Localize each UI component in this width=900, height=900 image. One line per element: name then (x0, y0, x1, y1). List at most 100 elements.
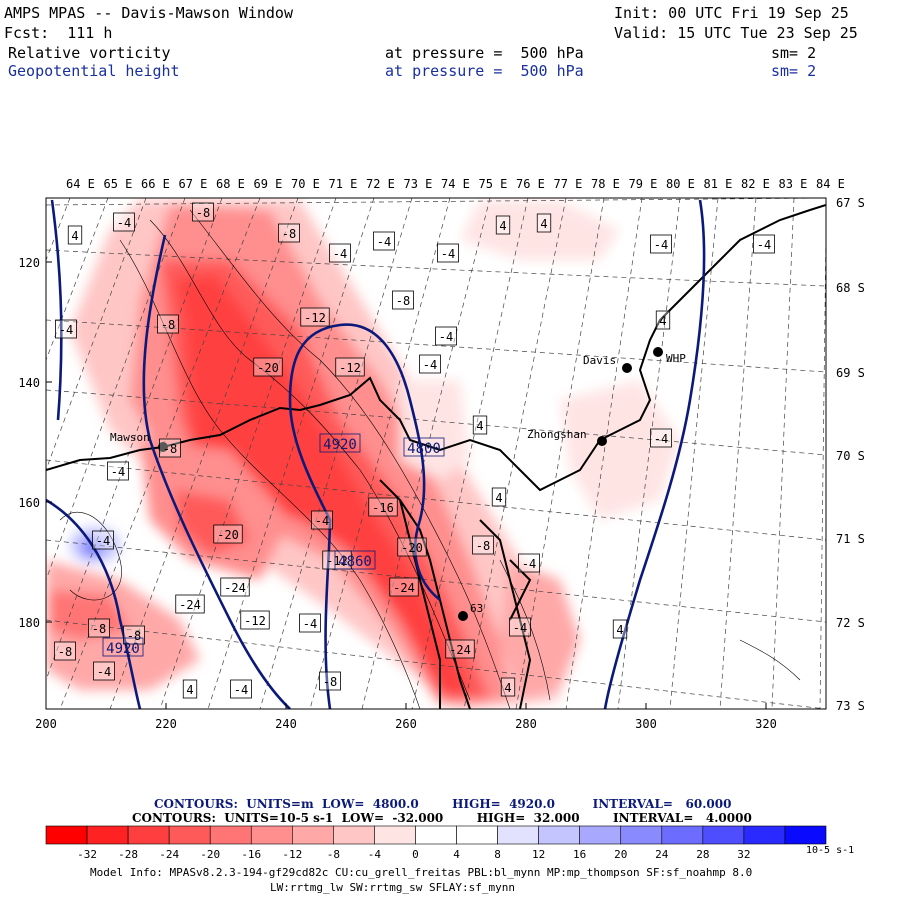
vorticity-contour-label: -8 (196, 206, 210, 220)
vorticity-label-box (192, 202, 214, 222)
vorticity-label-box (93, 661, 115, 681)
vorticity-label-box (509, 617, 531, 637)
vorticity-contour-label: 4 (499, 219, 506, 233)
field1-name: Relative vorticity (8, 44, 171, 62)
longitude-label: 84 E (816, 177, 845, 191)
vorticity-label-box (67, 225, 83, 245)
x-axis-tick-label: 240 (275, 717, 297, 731)
x-axis-tick-label: 300 (635, 717, 657, 731)
y-axis-tick-label: 120 (18, 256, 40, 270)
vorticity-label-box (419, 354, 441, 374)
height-contour-label: 4920 (106, 641, 140, 657)
model-info-line1: Model Info: MPASv8.2.3-194-gf29cd82c CU:… (90, 866, 753, 879)
station-marker (653, 347, 663, 357)
vorticity-label-box (650, 234, 672, 254)
vorticity-label-box (491, 487, 507, 507)
longitude-label: 77 E (554, 177, 583, 191)
height-contour (603, 199, 706, 709)
longitude-label: 72 E (366, 177, 395, 191)
colorbar-swatch (661, 825, 704, 845)
vorticity-label-box (437, 243, 459, 263)
vorticity-label-box (612, 619, 628, 639)
vorticity-label-box (435, 326, 457, 346)
latitude-label: 73 S (836, 699, 865, 713)
colorbar-swatch (702, 825, 745, 845)
colorbar-tick-label: 8 (494, 848, 501, 861)
colorbar-tick-label: 24 (655, 848, 669, 861)
x-axis-tick-label: 320 (755, 717, 777, 731)
vorticity-contour-label: -20 (401, 541, 423, 555)
vorticity-label-box (397, 537, 427, 557)
colorbar-swatch (86, 825, 129, 845)
vorticity-label-box (500, 677, 516, 697)
vorticity-contour-label: -4 (96, 534, 110, 548)
vorticity-contour-label: -8 (476, 539, 490, 553)
vorticity-shading (46, 200, 826, 709)
vorticity-contour-label: 4 (659, 314, 666, 328)
vorticity-label-box (55, 319, 77, 339)
colorbar-swatch (250, 825, 293, 845)
vorticity-contour-label: -4 (441, 247, 455, 261)
vorticity-label-box (88, 618, 110, 638)
longitude-label: 65 E (104, 177, 133, 191)
vorticity-contour-label: -24 (449, 643, 471, 657)
colorbar-swatch (168, 825, 211, 845)
vorticity-contour-label: -12 (339, 361, 361, 375)
station-marker (597, 436, 607, 446)
station-label: Mawson (110, 431, 150, 444)
colorbar-swatch (333, 825, 375, 845)
vorticity-label-box (311, 510, 333, 530)
vorticity-label-box (159, 438, 181, 458)
colorbar-tick-label: -8 (327, 848, 340, 861)
height-label-box (102, 637, 144, 657)
vorticity-contour-label: 4 (540, 217, 547, 231)
y-axis-tick-label: 180 (18, 616, 40, 630)
vorticity-contour-label: -8 (163, 442, 177, 456)
vorticity-contour-label: -4 (654, 238, 668, 252)
vorticity-label-box (329, 243, 351, 263)
colorbar-swatch (620, 825, 663, 845)
colorbar-swatch (743, 825, 786, 845)
station-marker (158, 442, 168, 452)
init-time: Init: 00 UTC Fri 19 Sep 25 (614, 4, 849, 22)
vorticity-label-box (373, 231, 395, 251)
vorticity-label-box (536, 213, 552, 233)
colorbar-tick-label: -32 (77, 848, 97, 861)
vorticity-label-box (182, 679, 198, 699)
vorticity-contour-label: -4 (377, 235, 391, 249)
vorticity-contour-label: -4 (303, 617, 317, 631)
vorticity-contour-label: 4 (71, 229, 78, 243)
colorbar-tick-label: -12 (282, 848, 302, 861)
colorbar-tick-label: -16 (241, 848, 261, 861)
vorticity-label-box (230, 679, 252, 699)
vorticity-label-box (278, 223, 300, 243)
height-contours (46, 199, 706, 709)
vorticity-contour-label: -4 (97, 665, 111, 679)
vorticity-contour-label: 4 (504, 681, 511, 695)
y-axis-tick-label: 160 (18, 496, 40, 510)
latitude-label: 71 S (836, 532, 865, 546)
vorticity-contour-label: -4 (439, 330, 453, 344)
station-marker (622, 363, 632, 373)
longitude-label: 64 E (66, 177, 95, 191)
vorticity-label-box (123, 625, 145, 645)
vorticity-contour-label: -4 (333, 247, 347, 261)
longitude-label: 76 E (516, 177, 545, 191)
vorticity-label-box (319, 671, 341, 691)
colorbar (45, 825, 827, 845)
x-axis-tick-label: 200 (35, 717, 57, 731)
field2-smoothing: sm= 2 (771, 62, 817, 80)
vorticity-contour-label: -8 (127, 629, 141, 643)
longitude-label: 79 E (629, 177, 658, 191)
vorticity-label-box (518, 553, 540, 573)
vorticity-contour-label: -12 (244, 614, 266, 628)
vorticity-contour-label: -8 (161, 318, 175, 332)
longitude-label: 80 E (666, 177, 695, 191)
longitude-label: 83 E (779, 177, 808, 191)
latitude-label: 67 S (836, 196, 865, 210)
vorticity-contour-label: -20 (257, 361, 279, 375)
longitude-label: 70 E (291, 177, 320, 191)
colorbar-swatch (292, 825, 334, 845)
model-info-line2: LW:rrtmg_lw SW:rrtmg_sw SFLAY:sf_mynn (270, 881, 516, 894)
